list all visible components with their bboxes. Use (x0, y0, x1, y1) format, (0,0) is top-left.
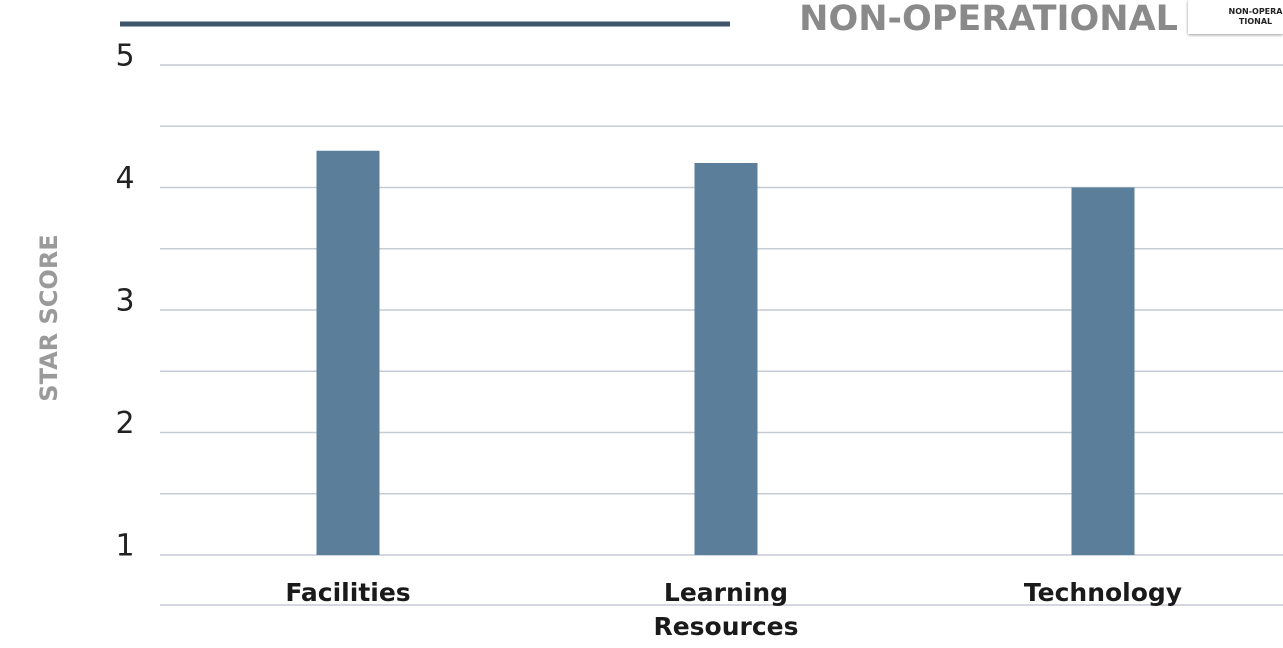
badge: NON-OPERATIONAL (1188, 0, 1283, 34)
y-tick-label: 5 (115, 39, 134, 74)
y-tick-label: 1 (115, 529, 134, 564)
bar (316, 150, 380, 555)
y-axis-label: STAR SCORE (35, 234, 63, 401)
page-title: NON-OPERATIONAL (799, 0, 1178, 39)
y-tick-label: 4 (115, 161, 134, 196)
x-tick-label: Facilities (285, 578, 411, 607)
bar (694, 163, 758, 555)
y-tick-label: 2 (115, 406, 134, 441)
x-tick-label: Technology (1023, 578, 1183, 607)
bar (1071, 187, 1135, 555)
x-tick-label: Learning Resources (653, 578, 799, 641)
y-tick-label: 3 (115, 284, 134, 319)
